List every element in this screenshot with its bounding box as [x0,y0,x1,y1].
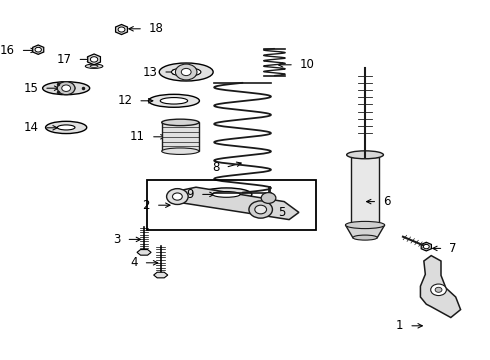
Ellipse shape [148,94,199,107]
Text: 3: 3 [113,233,121,246]
Text: 1: 1 [396,319,403,332]
Bar [162,122,199,151]
Circle shape [181,68,191,76]
Text: 15: 15 [24,82,38,95]
Circle shape [118,27,125,32]
Ellipse shape [57,86,75,91]
Polygon shape [345,225,385,238]
Text: 8: 8 [212,161,220,174]
Ellipse shape [162,119,199,126]
Text: 16: 16 [0,44,15,57]
Circle shape [35,48,41,52]
Circle shape [167,189,188,204]
Circle shape [431,284,446,296]
Circle shape [423,244,429,249]
Polygon shape [88,54,100,65]
Polygon shape [154,272,168,278]
Ellipse shape [345,221,385,229]
Text: 4: 4 [130,256,138,269]
Polygon shape [420,256,461,318]
Bar [351,157,379,230]
Ellipse shape [213,192,240,197]
Circle shape [62,85,71,91]
Ellipse shape [160,98,188,104]
Text: 2: 2 [143,199,150,212]
Bar [147,180,316,230]
Circle shape [175,64,197,80]
Ellipse shape [46,121,87,134]
Text: 13: 13 [143,66,157,78]
Polygon shape [137,249,151,255]
Text: 14: 14 [23,121,38,134]
Ellipse shape [43,82,90,95]
Polygon shape [116,24,127,35]
Ellipse shape [347,151,384,159]
Text: 7: 7 [449,242,457,255]
Polygon shape [421,242,431,251]
Circle shape [57,82,75,95]
Text: 17: 17 [56,53,72,66]
Circle shape [261,193,276,203]
Circle shape [249,201,272,218]
Circle shape [255,205,267,214]
Text: 6: 6 [383,195,391,208]
Text: 12: 12 [117,94,132,107]
Polygon shape [174,187,299,220]
Ellipse shape [162,148,199,154]
Polygon shape [33,45,44,54]
Ellipse shape [159,63,213,81]
Circle shape [172,193,182,200]
Ellipse shape [85,64,103,68]
Text: 9: 9 [187,188,194,201]
Circle shape [90,57,98,62]
Text: 10: 10 [300,58,315,71]
Text: 11: 11 [130,130,145,143]
Circle shape [435,287,442,292]
Ellipse shape [90,65,98,67]
Ellipse shape [201,188,252,201]
Text: 5: 5 [278,206,285,219]
Ellipse shape [172,68,201,76]
Ellipse shape [57,125,75,130]
Ellipse shape [353,235,377,240]
Text: 18: 18 [149,22,164,35]
